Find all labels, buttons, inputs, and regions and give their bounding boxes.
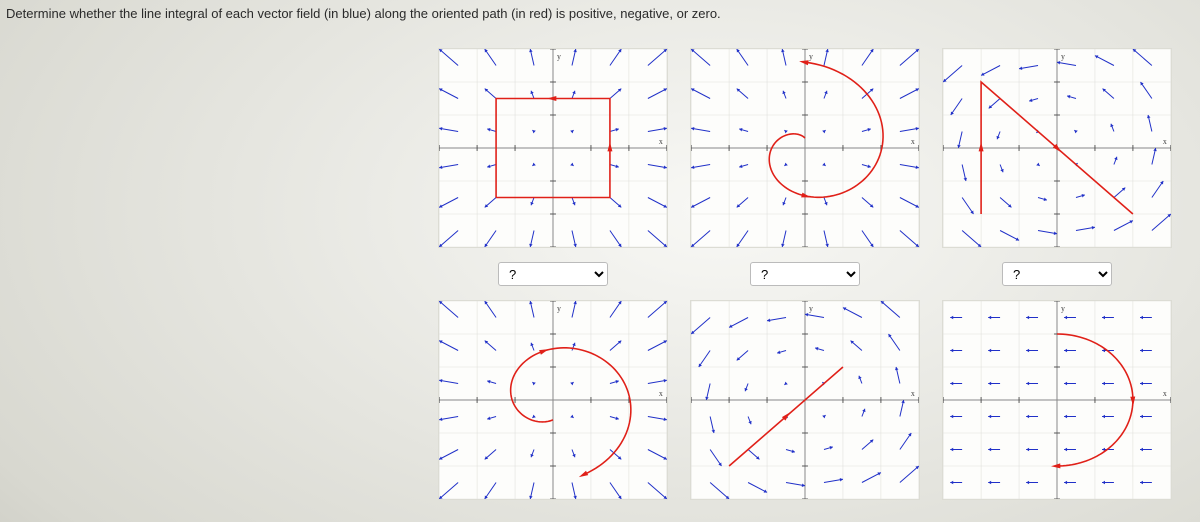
answer-select-3[interactable]: ?positivenegativezero bbox=[1002, 262, 1112, 286]
answer-row-1: ?positivenegativezero bbox=[438, 256, 668, 292]
answer-row-3: ?positivenegativezero bbox=[942, 256, 1172, 292]
answer-select-2[interactable]: ?positivenegativezero bbox=[750, 262, 860, 286]
panel-5: xy bbox=[690, 300, 920, 500]
question-text: Determine whether the line integral of e… bbox=[6, 6, 721, 21]
svg-text:x: x bbox=[659, 137, 663, 146]
answer-select-1[interactable]: ?positivenegativezero bbox=[498, 262, 608, 286]
panel-4: xy bbox=[438, 300, 668, 500]
svg-text:x: x bbox=[659, 389, 663, 398]
panel-1: xy bbox=[438, 48, 668, 248]
svg-text:x: x bbox=[1163, 137, 1167, 146]
svg-text:y: y bbox=[557, 304, 561, 313]
svg-text:y: y bbox=[1061, 52, 1065, 61]
svg-text:x: x bbox=[911, 137, 915, 146]
panel-3: xy bbox=[942, 48, 1172, 248]
svg-text:x: x bbox=[1163, 389, 1167, 398]
svg-text:y: y bbox=[1061, 304, 1065, 313]
svg-text:y: y bbox=[809, 52, 813, 61]
panel-6: xy bbox=[942, 300, 1172, 500]
answer-row-2: ?positivenegativezero bbox=[690, 256, 920, 292]
panels-grid: xy xy xy ?positivenegativezero ?positive… bbox=[438, 48, 1172, 500]
panel-2: xy bbox=[690, 48, 920, 248]
svg-text:y: y bbox=[809, 304, 813, 313]
svg-text:y: y bbox=[557, 52, 561, 61]
svg-text:x: x bbox=[911, 389, 915, 398]
